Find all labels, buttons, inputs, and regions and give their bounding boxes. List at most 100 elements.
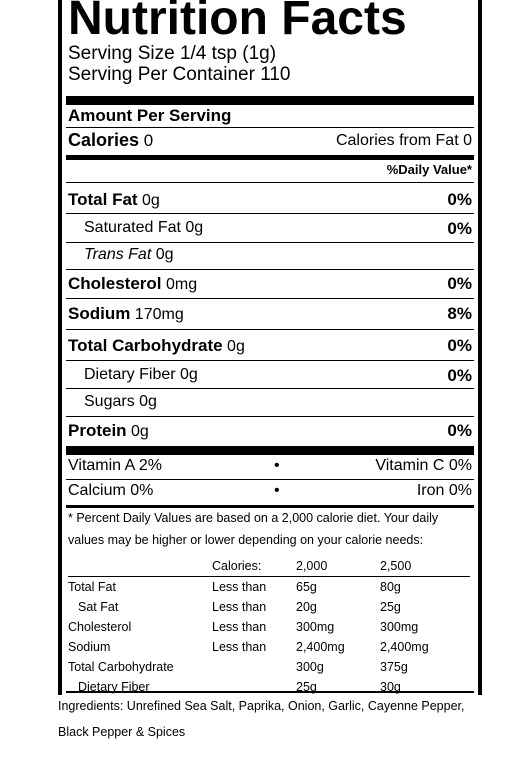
dv-cell: Less than <box>212 620 267 634</box>
nutrient-dv: 0% <box>447 421 472 440</box>
divider <box>66 242 474 243</box>
nutrient-row-total-carbohydrate: Total Carbohydrate 0g 0% <box>68 332 472 359</box>
nutrient-amount: 0g <box>142 192 160 209</box>
nutrient-name: Protein <box>68 421 127 440</box>
dv-cell: 2,400mg <box>296 640 345 654</box>
dv-cell: Less than <box>212 600 267 614</box>
nutrient-amount: 0g <box>155 246 174 263</box>
dv-table-row: Total Fat Less than 65g 80g <box>68 576 470 598</box>
daily-value-reference-table: Calories: 2,000 2,500 Total Fat Less tha… <box>68 556 470 697</box>
dv-table-row: Cholesterol Less than 300mg 300mg <box>68 617 470 637</box>
divider <box>66 505 474 508</box>
dv-cell <box>212 657 296 677</box>
nutrient-name: Saturated Fat <box>84 219 181 236</box>
calories-from-fat: Calories from Fat 0 <box>335 132 472 149</box>
nutrient-name: Dietary Fiber <box>84 366 176 383</box>
amount-per-serving: Amount Per Serving <box>68 106 232 125</box>
daily-value-header: %Daily Value* <box>386 162 472 177</box>
dv-cell: 2,000 <box>296 559 328 573</box>
dv-cell: Dietary Fiber <box>78 680 150 694</box>
dv-cell: 65g <box>296 580 317 594</box>
nutrient-dv: 0% <box>447 190 472 209</box>
divider <box>66 182 474 183</box>
nutrient-amount: 0g <box>139 393 157 410</box>
nutrient-row-cholesterol: Cholesterol 0mg 0% <box>68 270 472 297</box>
dv-cell: 80g <box>380 580 401 594</box>
nutrient-amount: 170mg <box>134 306 184 323</box>
nutrient-row-trans-fat: Trans Fat 0g <box>68 242 472 269</box>
bottom-border <box>66 691 474 693</box>
dv-cell: 25g <box>296 680 317 694</box>
nutrient-amount: 0g <box>180 366 198 383</box>
vitamin-row: Vitamin A 2% • Vitamin C 0% <box>68 455 472 481</box>
footnote-line-1: * Percent Daily Values are based on a 2,… <box>68 511 439 525</box>
servings-per-container: Serving Per Container 110 <box>68 64 291 85</box>
ingredients-line-2: Black Pepper & Spices <box>58 725 186 739</box>
label-title: Nutrition Facts <box>68 0 407 45</box>
calories-label: Calories <box>68 130 140 150</box>
nutrient-row-dietary-fiber: Dietary Fiber 0g 0% <box>68 362 472 389</box>
bullet: • <box>274 482 280 499</box>
nutrient-name: Trans Fat <box>84 246 152 263</box>
dv-cell: 20g <box>296 600 317 614</box>
nutrient-amount: 0g <box>185 219 204 236</box>
nutrition-label: Nutrition Facts Serving Size 1/4 tsp (1g… <box>58 0 482 695</box>
divider <box>66 388 474 389</box>
nutrient-amount: 0mg <box>165 276 198 293</box>
dv-cell: 300g <box>296 660 324 674</box>
footnote-line-2: values may be higher or lower depending … <box>68 533 424 547</box>
vitamin-a: Vitamin A 2% <box>68 457 162 474</box>
nutrient-row-saturated-fat: Saturated Fat 0g 0% <box>68 215 472 242</box>
medium-divider <box>66 155 474 160</box>
nutrient-dv: 0% <box>447 336 472 355</box>
dv-cell: Total Fat <box>68 580 116 594</box>
bullet: • <box>274 457 280 474</box>
divider <box>66 360 474 361</box>
divider <box>66 329 474 330</box>
dv-table-row: Sodium Less than 2,400mg 2,400mg <box>68 637 470 657</box>
dv-cell: 300mg <box>380 620 419 634</box>
nutrient-row-protein: Protein 0g 0% <box>68 417 472 444</box>
nutrient-dv: 0% <box>447 366 472 385</box>
mineral-row: Calcium 0% • Iron 0% <box>68 480 472 506</box>
serving-size: Serving Size 1/4 tsp (1g) <box>68 43 277 64</box>
dv-table-header: Calories: 2,000 2,500 <box>68 556 470 577</box>
thick-divider <box>66 96 474 105</box>
dv-cell: Less than <box>212 640 267 654</box>
nutrient-name: Total Fat <box>68 190 138 209</box>
calories-row: Calories 0 <box>68 130 153 151</box>
divider <box>66 269 474 270</box>
nutrient-name: Total Carbohydrate <box>68 336 223 355</box>
dv-cell <box>212 677 296 697</box>
nutrient-dv: 0% <box>447 274 472 293</box>
divider <box>66 127 474 128</box>
nutrient-dv: 0% <box>447 219 472 238</box>
calcium: Calcium 0% <box>68 482 154 499</box>
nutrient-dv: 8% <box>447 304 472 323</box>
dv-cell: 300mg <box>296 620 335 634</box>
dv-cell: Cholesterol <box>68 620 132 634</box>
dv-cell: 2,400mg <box>380 640 429 654</box>
dv-cell: 25g <box>380 600 401 614</box>
nutrient-row-sugars: Sugars 0g <box>68 389 472 416</box>
divider <box>66 416 474 417</box>
iron: Iron 0% <box>416 482 472 499</box>
dv-cell: 30g <box>380 680 401 694</box>
vitamin-c: Vitamin C 0% <box>375 457 472 474</box>
thick-divider <box>66 446 474 455</box>
nutrient-amount: 0g <box>227 338 245 355</box>
dv-cell: Sodium <box>68 640 111 654</box>
nutrient-amount: 0g <box>131 423 149 440</box>
dv-cell: Less than <box>212 580 267 594</box>
dv-cell <box>68 556 212 577</box>
nutrient-name: Cholesterol <box>68 274 162 293</box>
divider <box>66 479 474 480</box>
dv-table-row: Dietary Fiber 25g 30g <box>68 677 470 697</box>
nutrient-row-sodium: Sodium 170mg 8% <box>68 300 472 327</box>
dv-cell: Sat Fat <box>78 600 119 614</box>
nutrient-name: Sugars <box>84 393 135 410</box>
dv-cell: 375g <box>380 660 408 674</box>
dv-table-row: Sat Fat Less than 20g 25g <box>68 597 470 617</box>
nutrient-name: Sodium <box>68 304 131 323</box>
dv-table-row: Total Carbohydrate 300g 375g <box>68 657 470 677</box>
